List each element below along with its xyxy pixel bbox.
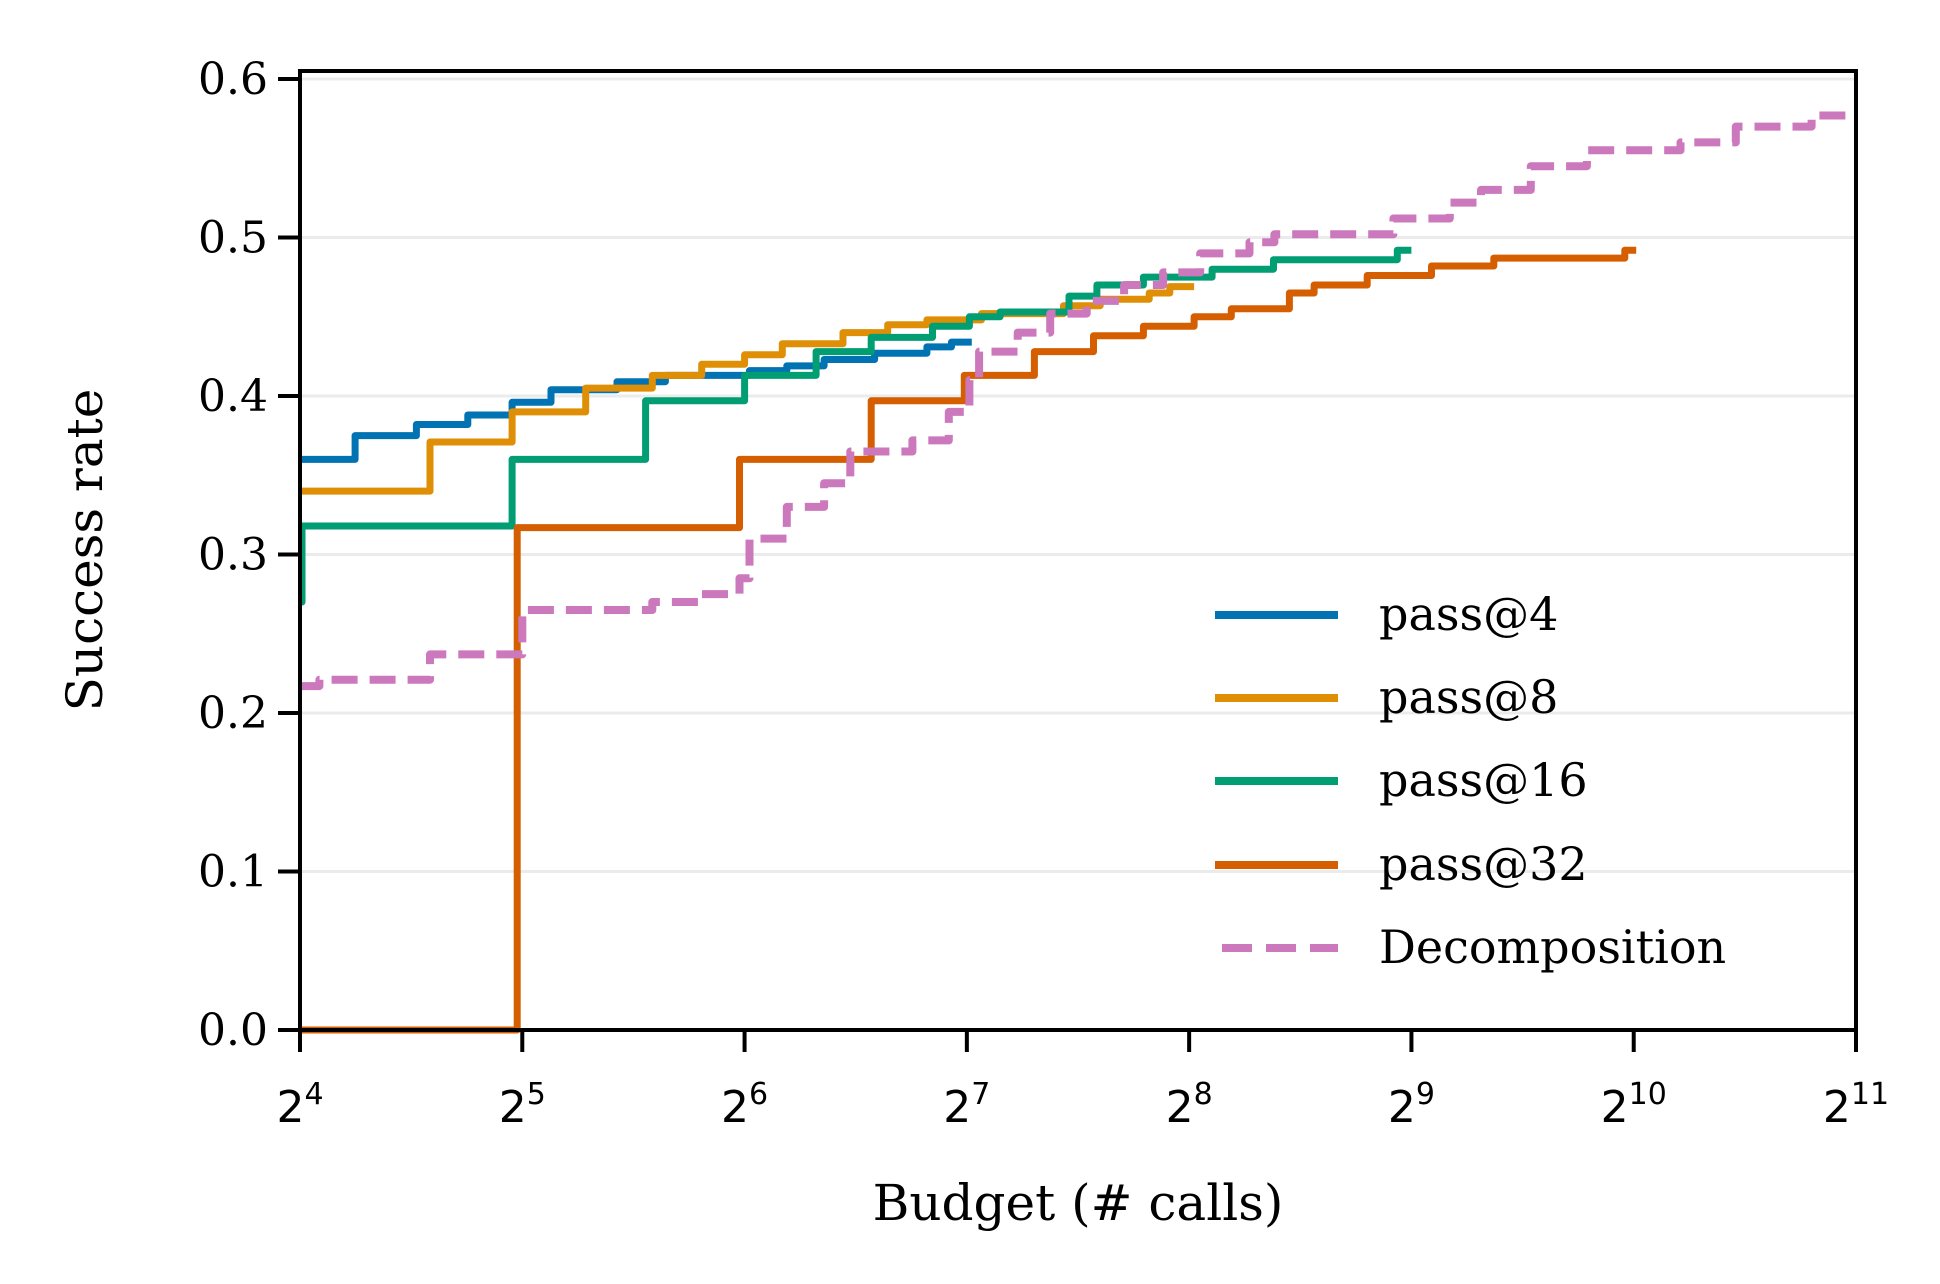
- x-tick-label: 26: [721, 1077, 768, 1133]
- x-tick-label: 27: [943, 1077, 990, 1133]
- x-tick-label: 28: [1166, 1077, 1213, 1133]
- y-tick-label: 0.0: [198, 1005, 268, 1056]
- y-tick-label: 0.6: [198, 54, 268, 105]
- y-axis-label: Success rate: [56, 389, 114, 712]
- legend-label: pass@32: [1379, 837, 1588, 891]
- legend-label: pass@8: [1379, 670, 1558, 724]
- series-lines: [298, 111, 1856, 1034]
- x-axis: 24 25 26 27 28 29 210 211: [276, 1030, 1889, 1133]
- x-tick-label: 211: [1823, 1077, 1889, 1133]
- y-tick-label: 0.2: [198, 688, 268, 739]
- x-axis-label: Budget (# calls): [873, 1174, 1284, 1232]
- series-line-pass-16: [298, 246, 1412, 606]
- legend: pass@4 pass@8 pass@16 pass@32 Decomposition: [1215, 587, 1726, 974]
- y-tick-label: 0.3: [198, 530, 268, 581]
- x-tick-label: 29: [1388, 1077, 1435, 1133]
- y-tick-label: 0.4: [198, 371, 268, 422]
- legend-label: pass@4: [1379, 587, 1558, 641]
- x-tick-label: 210: [1601, 1077, 1667, 1133]
- grid-lines: [300, 77, 1856, 873]
- x-tick-label: 25: [499, 1077, 546, 1133]
- series-line-decomposition: [300, 111, 1856, 691]
- y-tick-label: 0.1: [198, 847, 268, 898]
- legend-label: pass@16: [1379, 753, 1588, 807]
- x-tick-label: 24: [276, 1077, 323, 1133]
- series-line-pass-32: [300, 246, 1637, 1034]
- y-axis: 0.0 0.1 0.2 0.3 0.4 0.5 0.6: [198, 54, 300, 1056]
- legend-label: Decomposition: [1379, 920, 1726, 974]
- plot-frame: [298, 69, 1858, 1032]
- y-tick-label: 0.5: [198, 213, 268, 264]
